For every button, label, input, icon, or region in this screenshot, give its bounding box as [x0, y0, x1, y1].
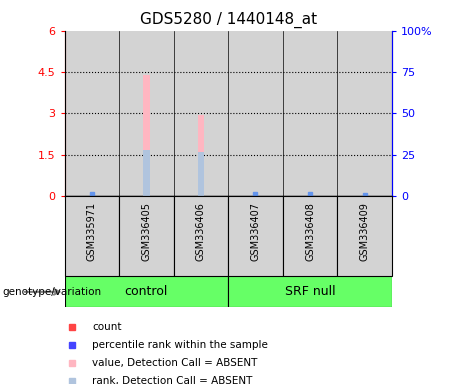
Bar: [337, 31, 392, 196]
Text: GSM336405: GSM336405: [142, 202, 151, 261]
Bar: [174, 31, 228, 196]
Bar: [283, 196, 337, 276]
Text: control: control: [124, 285, 168, 298]
Bar: [283, 31, 337, 196]
Bar: [337, 196, 392, 276]
Bar: [119, 31, 174, 196]
Bar: [228, 276, 392, 307]
Bar: [65, 276, 228, 307]
Text: genotype/variation: genotype/variation: [2, 287, 101, 297]
Bar: [119, 196, 174, 276]
Bar: [174, 196, 228, 276]
Text: GSM336406: GSM336406: [196, 202, 206, 261]
Text: GSM336407: GSM336407: [250, 202, 260, 261]
Text: count: count: [92, 322, 122, 332]
Title: GDS5280 / 1440148_at: GDS5280 / 1440148_at: [140, 12, 317, 28]
Text: SRF null: SRF null: [285, 285, 335, 298]
Text: rank, Detection Call = ABSENT: rank, Detection Call = ABSENT: [92, 376, 253, 384]
Text: GSM335971: GSM335971: [87, 202, 97, 262]
Bar: [143, 75, 150, 196]
Bar: [65, 31, 119, 196]
Bar: [198, 115, 204, 196]
Bar: [65, 196, 119, 276]
Text: GSM336408: GSM336408: [305, 202, 315, 261]
Text: percentile rank within the sample: percentile rank within the sample: [92, 339, 268, 349]
Bar: [143, 151, 150, 196]
Bar: [228, 31, 283, 196]
Text: GSM336409: GSM336409: [360, 202, 370, 261]
Bar: [228, 196, 283, 276]
Text: value, Detection Call = ABSENT: value, Detection Call = ABSENT: [92, 358, 258, 368]
Bar: [198, 152, 204, 196]
